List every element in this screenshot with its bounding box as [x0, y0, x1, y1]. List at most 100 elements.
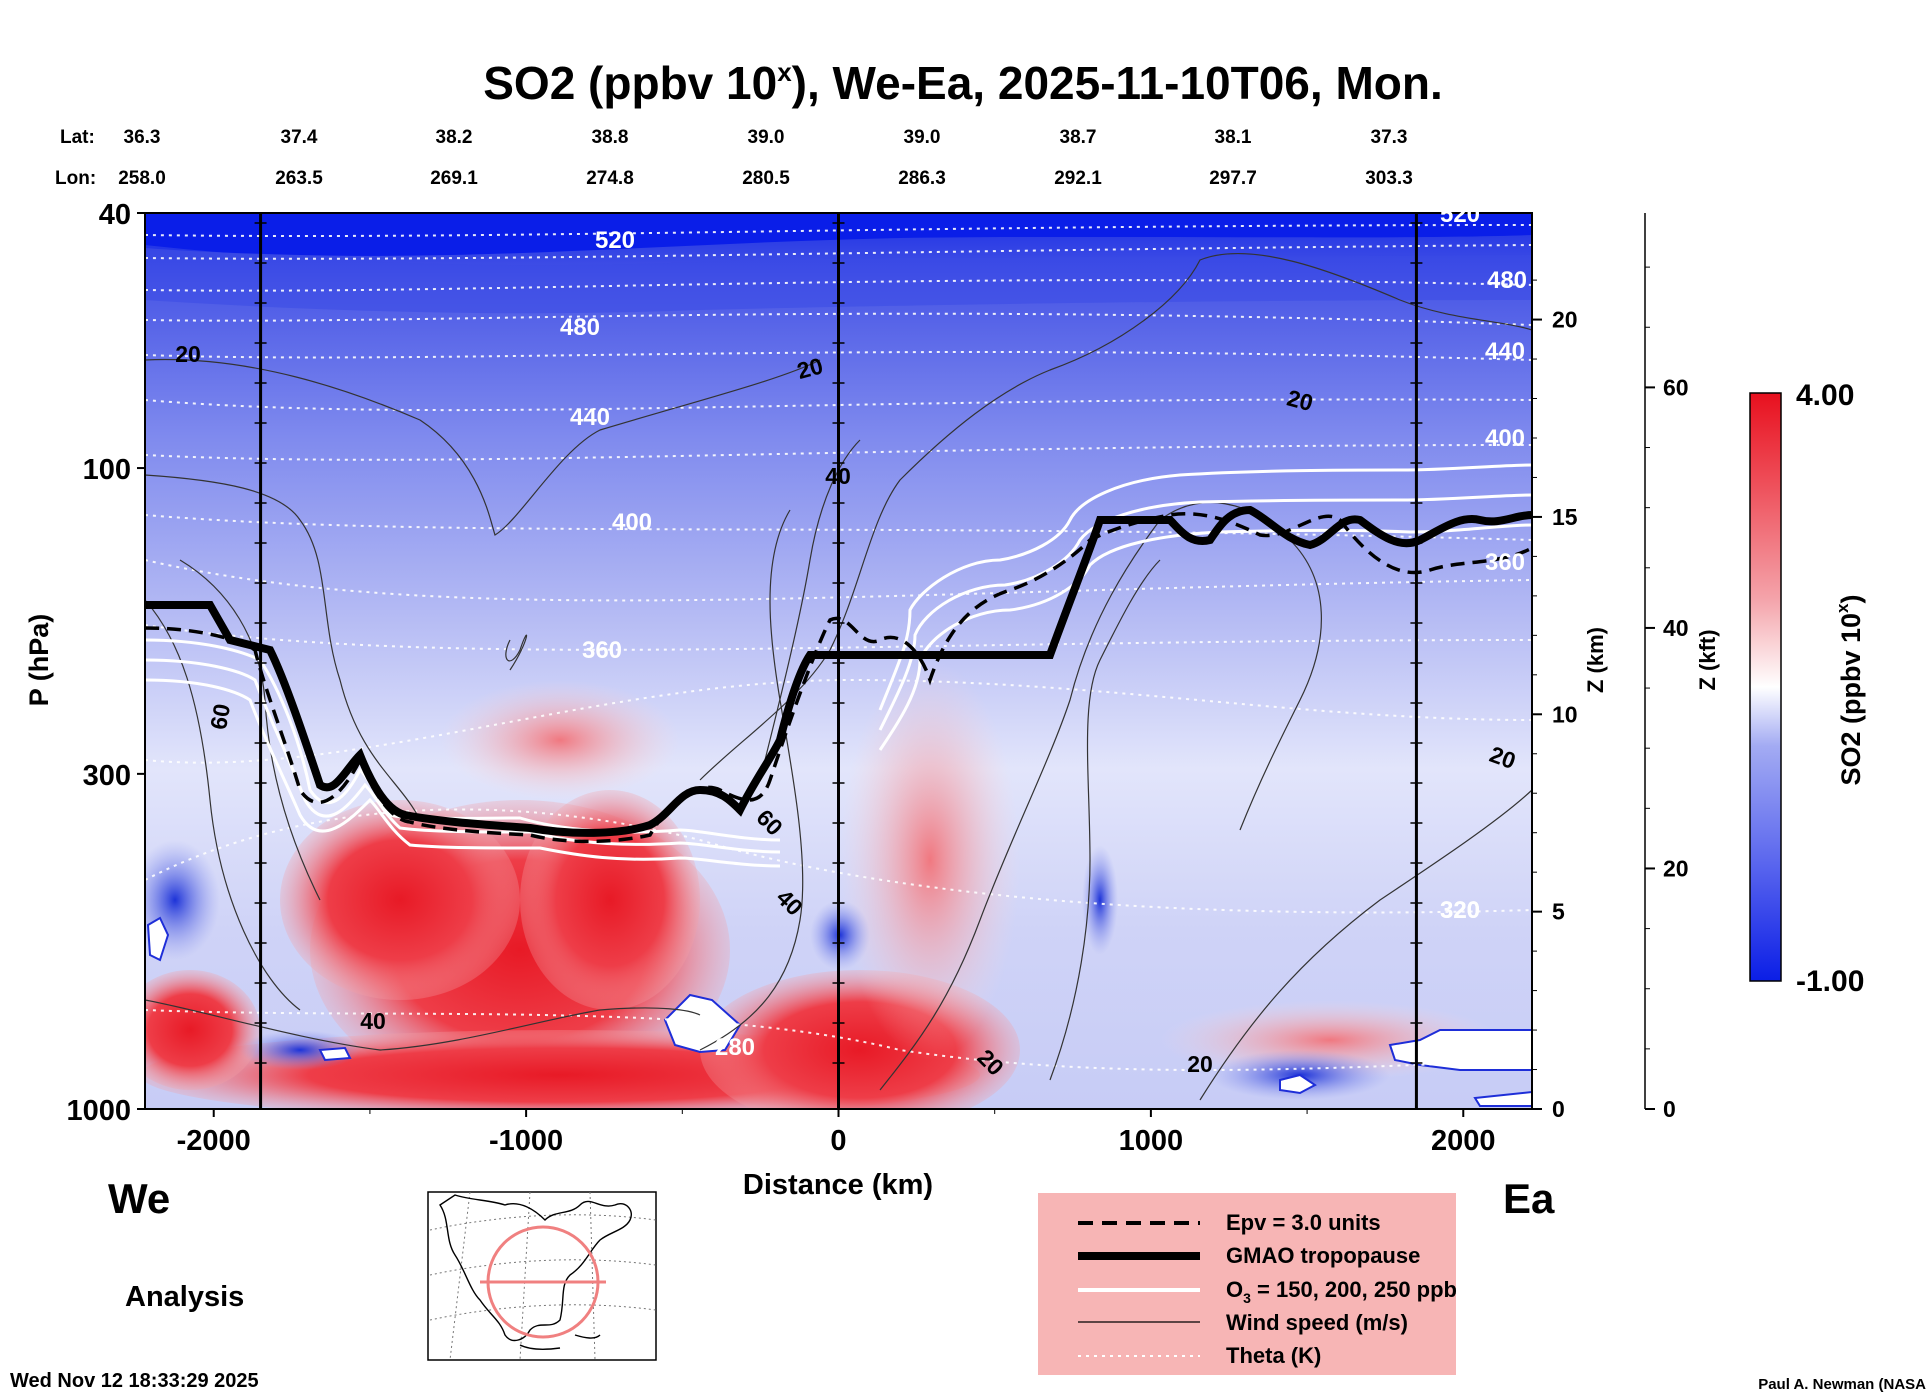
z-kft-tick-label: 20	[1663, 855, 1689, 881]
theta-contour-label: 520	[595, 227, 635, 254]
so2-pink-west-upper	[440, 680, 680, 800]
lon-value: 258.0	[118, 168, 166, 189]
lat-value: 38.2	[436, 127, 473, 148]
theta-contour-label: 440	[570, 404, 610, 431]
so2-red-region-center	[280, 800, 520, 1000]
lat-lon-header: Lat: Lon: 36.3 37.4 38.2 38.8 39.0 39.0 38.7 38…	[55, 127, 1413, 189]
z-km-axis-label: Z (km)	[1583, 627, 1608, 693]
epv-contour	[145, 511, 1532, 844]
theta-contour-label: 360	[582, 637, 622, 664]
west-label: We	[108, 1175, 170, 1222]
wind-contour-label: 40	[360, 1008, 386, 1034]
lon-value: 274.8	[586, 168, 634, 189]
theta-contour-label: 480	[1487, 267, 1527, 294]
timestamp: Wed Nov 12 18:33:29 2025	[10, 1370, 259, 1392]
title-sup: x	[777, 57, 792, 87]
lon-value: 263.5	[275, 168, 323, 189]
theta-contour-label: 400	[612, 509, 652, 536]
lat-value: 39.0	[904, 127, 941, 148]
colorbar-label: SO2 (ppbv 10x)	[1833, 594, 1866, 785]
colorbar-label-rest: )	[1836, 594, 1866, 603]
y-tick-label: 300	[83, 760, 131, 792]
lat-value: 39.0	[748, 127, 785, 148]
lon-value: 292.1	[1054, 168, 1102, 189]
credit: Paul A. Newman (NASA	[1758, 1376, 1926, 1393]
lat-value: 38.8	[592, 127, 629, 148]
lat-value: 37.3	[1371, 127, 1408, 148]
wind-contour-label: 60	[205, 702, 235, 732]
axes: -2000 -1000 0 1000 2000 40 100 300 1000 0 5 10 15 20 0…	[66, 199, 1688, 1157]
legend-o3-sub: 3	[1243, 1290, 1251, 1306]
legend-label-theta: Theta (K)	[1226, 1343, 1321, 1368]
legend-o3-main: O	[1226, 1277, 1243, 1302]
legend-o3-rest: = 150, 200, 250 ppb	[1251, 1277, 1457, 1302]
lon-value: 269.1	[430, 168, 478, 189]
lon-row-label: Lon:	[55, 168, 96, 189]
so2-blue-pocket-1	[145, 840, 220, 960]
z-km-tick-label: 15	[1552, 504, 1578, 530]
colorbar-min-label: -1.00	[1796, 965, 1864, 998]
lat-value: 38.7	[1060, 127, 1097, 148]
x-tick-label: 0	[830, 1125, 846, 1157]
lon-value: 280.5	[742, 168, 790, 189]
x-tick-label: -1000	[489, 1125, 563, 1157]
theta-contour-label: 360	[1485, 549, 1525, 576]
colorbar-label-main: SO2 (ppbv 10	[1836, 613, 1866, 786]
so2-white-hole-5	[318, 1046, 352, 1062]
so2-white-hole-3	[146, 916, 170, 962]
lat-row-label: Lat:	[60, 127, 95, 148]
gmao-tropopause	[145, 505, 1532, 837]
lat-value: 38.1	[1215, 127, 1252, 148]
plot-area	[145, 213, 1532, 1109]
so2-blue-pocket-3	[1082, 845, 1118, 955]
theta-contour-label: 320	[1440, 897, 1480, 924]
east-label: Ea	[1503, 1175, 1555, 1222]
inset-map	[427, 1191, 657, 1361]
z-km-tick-label: 20	[1552, 307, 1578, 333]
x-axis-label: Distance (km)	[743, 1169, 933, 1201]
z-km-tick-label: 0	[1552, 1096, 1565, 1122]
z-kft-tick-label: 40	[1663, 615, 1689, 641]
lat-value: 37.4	[281, 127, 318, 148]
z-kft-axis-label: Z (kft)	[1695, 629, 1720, 690]
title-main: SO2 (ppbv 10	[483, 57, 777, 109]
theta-contour-label: 400	[1485, 425, 1525, 452]
z-km-tick-label: 10	[1552, 701, 1578, 727]
so2-white-hole-6	[1473, 1090, 1532, 1107]
lat-value: 36.3	[124, 127, 161, 148]
theta-contour-label: 520	[1440, 201, 1480, 228]
so2-red-surface-west	[145, 970, 260, 1090]
reference-lines	[254, 213, 1423, 1109]
colorbar: 4.00 -1.00 SO2 (ppbv 10x)	[1749, 379, 1866, 998]
y-axis-label: P (hPa)	[24, 614, 54, 707]
y-tick-label: 100	[83, 454, 131, 486]
lon-value: 297.7	[1209, 168, 1257, 189]
y-tick-label: 40	[99, 199, 131, 231]
theta-contour-label: 320	[1440, 897, 1480, 924]
x-tick-label: 2000	[1431, 1125, 1496, 1157]
analysis-label: Analysis	[125, 1281, 244, 1313]
theta-contour-label: 480	[560, 314, 600, 341]
legend-label-wind: Wind speed (m/s)	[1226, 1310, 1408, 1335]
z-kft-tick-label: 0	[1663, 1096, 1676, 1122]
legend-label-o3: O3 = 150, 200, 250 ppb	[1226, 1277, 1457, 1306]
so2-white-hole-2	[1388, 1029, 1532, 1071]
wind-speed-contours	[145, 253, 1532, 1101]
z-kft-tick-label: 60	[1663, 374, 1689, 400]
legend-label-tropopause: GMAO tropopause	[1226, 1243, 1420, 1268]
legend-label-epv: Epv = 3.0 units	[1226, 1210, 1381, 1235]
wind-contour-label: 20	[175, 341, 201, 367]
inset-coastline	[439, 1194, 632, 1350]
title-rest: ), We-Ea, 2025-11-10T06, Mon.	[792, 57, 1443, 109]
colorbar-label-sup: x	[1833, 603, 1852, 613]
x-tick-label: -2000	[177, 1125, 251, 1157]
so2-white-hole-4	[1279, 1073, 1317, 1095]
z-km-tick-label: 5	[1552, 899, 1565, 925]
x-tick-label: 1000	[1119, 1125, 1184, 1157]
y-tick-label: 1000	[66, 1095, 131, 1127]
legend: Epv = 3.0 units GMAO tropopause O3 = 150…	[1038, 1193, 1457, 1375]
wind-contour-label: 20	[1187, 1051, 1213, 1077]
colorbar-max-label: 4.00	[1796, 379, 1854, 412]
theta-contour-label: 440	[1485, 338, 1525, 365]
